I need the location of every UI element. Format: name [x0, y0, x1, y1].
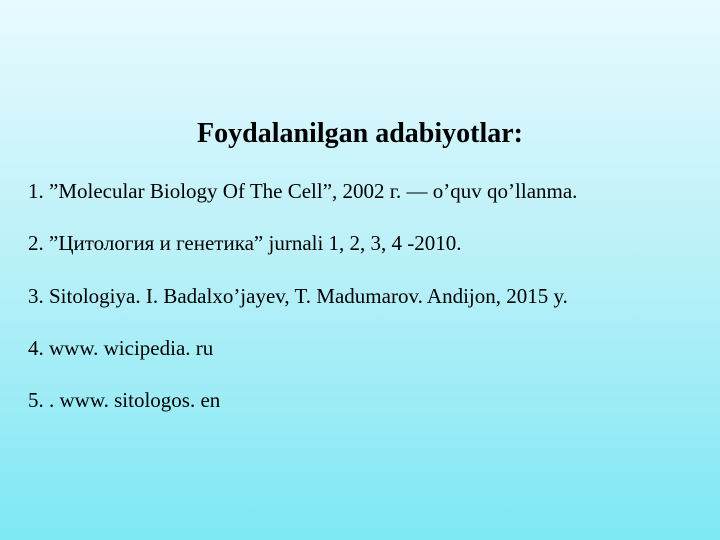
- reference-item: 1. ”Molecular Biology Of The Cell”, 2002…: [28, 178, 692, 204]
- reference-item: 2. ”Цитология и генетика” jurnali 1, 2, …: [28, 230, 692, 256]
- slide: Foydalanilgan adabiyotlar: 1. ”Molecular…: [0, 0, 720, 540]
- reference-item: 4. www. wicipedia. ru: [28, 335, 692, 361]
- reference-item: 3. Sitologiya. I. Badalxo’jayev, T. Madu…: [28, 283, 692, 309]
- reference-item: 5. . www. sitologos. en: [28, 387, 692, 413]
- slide-title: Foydalanilgan adabiyotlar:: [28, 0, 692, 150]
